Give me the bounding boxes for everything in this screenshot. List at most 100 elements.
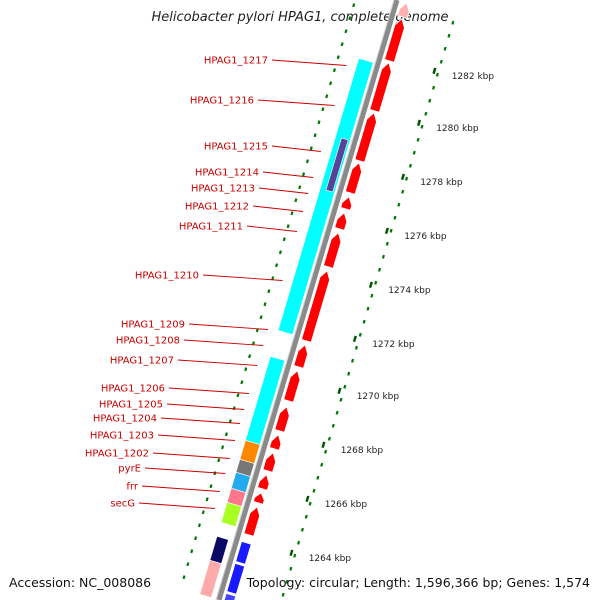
gene-label: HPAG1_1207 [110, 356, 174, 367]
outer-tick-dot [339, 397, 343, 402]
outer-tick-dot [401, 189, 405, 194]
inner-tick-dot [182, 575, 186, 580]
gene-label-group: HPAG1_1217 HPAG1_1216 HPAG1_1215 HPAG1_1214… [85, 56, 268, 510]
inner-tick-dot [329, 81, 333, 86]
inner-tick-dot [240, 380, 244, 385]
forward-cds-arrow [274, 406, 290, 433]
inner-tick-dot [259, 315, 263, 320]
inner-tick-dot [348, 16, 352, 21]
outer-tick-dot [331, 423, 335, 428]
gene-label: HPAG1_1214 [195, 168, 259, 179]
label-connector [177, 359, 258, 366]
inner-tick-dot [213, 471, 217, 476]
accession-text: Accession: NC_008086 [9, 575, 152, 590]
outer-tick-dot [358, 332, 362, 337]
reverse-other-cds [199, 559, 222, 599]
inner-tick-dot [313, 133, 317, 138]
major-tick [384, 227, 389, 235]
inner-tick-dot [205, 497, 209, 502]
outer-tick-dot [370, 293, 374, 298]
outer-tick-dot [439, 59, 443, 64]
outer-tick-dot [308, 501, 312, 506]
inner-tick-dot [317, 120, 321, 125]
outer-tick-dot [312, 488, 316, 493]
kbp-label: 1270 kbp [357, 392, 400, 402]
gene-label: HPAG1_1205 [99, 400, 163, 411]
inner-tick-dot [209, 484, 213, 489]
outer-tick-dot [354, 345, 358, 350]
backbone-line [216, 0, 400, 600]
outer-tick-dot [432, 85, 436, 90]
reverse-cds-block [325, 137, 349, 193]
inner-tick-dot [244, 367, 248, 372]
forward-cds-arrow [340, 196, 353, 211]
outer-tick-dot [451, 20, 455, 25]
inner-tick-ring [182, 3, 356, 580]
label-connector [166, 403, 245, 410]
gene-label: HPAG1_1215 [204, 142, 268, 153]
forward-cds-arrow [262, 452, 277, 473]
label-connector [246, 225, 298, 232]
inner-tick-dot [236, 393, 240, 398]
outer-tick-dot [397, 202, 401, 207]
label-connector [271, 59, 347, 66]
outer-tick-dot [351, 358, 355, 363]
kbp-label: 1272 kbp [372, 340, 415, 350]
forward-cds-arrow [253, 492, 265, 505]
major-tick [289, 549, 294, 557]
inner-tick-dot [217, 458, 221, 463]
inner-tick-dot [332, 68, 336, 73]
inner-tick-dot [290, 211, 294, 216]
inner-tick-dot [294, 198, 298, 203]
major-tick [400, 173, 406, 181]
major-tick [432, 67, 437, 75]
forward-other-cds [235, 540, 252, 565]
inner-tick-dot [186, 562, 190, 567]
inner-tick-dot [352, 3, 356, 8]
major-tick [321, 441, 326, 449]
gene-label: HPAG1_1217 [204, 56, 268, 67]
label-connector [168, 387, 250, 394]
inner-tick-dot [190, 549, 194, 554]
inner-tick-dot [309, 146, 313, 151]
label-connector [160, 417, 241, 424]
label-connectors [138, 59, 347, 509]
forward-cds-arrow [293, 344, 309, 369]
outer-tick-dot [281, 592, 285, 597]
label-connector [144, 467, 226, 474]
outer-tick-dot [347, 371, 351, 376]
forward-cds-arrow [344, 162, 363, 195]
inner-tick-dot [298, 185, 302, 190]
outer-tick-dot [327, 436, 331, 441]
gene-label: pyrE [118, 464, 141, 475]
gene-label: HPAG1_1210 [135, 271, 199, 282]
outer-tick-dot [378, 267, 382, 272]
inner-tick-dot [221, 445, 225, 450]
reverse-other-cds [209, 535, 229, 565]
forward-cds-arrow [397, 2, 410, 19]
genome-summary-text: Topology: circular; Length: 1,596,366 bp… [246, 575, 590, 590]
major-tick [305, 495, 310, 503]
label-connector [152, 452, 230, 459]
label-connector [183, 339, 264, 346]
forward-cds-arrow [354, 112, 377, 163]
outer-tick-dot [320, 462, 324, 467]
label-connector [141, 485, 220, 492]
inner-tick-dot [275, 263, 279, 268]
outer-tick-dot [385, 241, 389, 246]
inner-tick-dot [201, 510, 205, 515]
outer-tick-dot [412, 150, 416, 155]
inner-tick-dot [194, 536, 198, 541]
outer-tick-dot [343, 384, 347, 389]
reverse-strand-track [199, 57, 374, 599]
outer-tick-dot [405, 176, 409, 181]
kbp-label: 1264 kbp [309, 554, 352, 564]
kbp-label: 1266 kbp [325, 500, 368, 510]
gene-label: secG [110, 499, 135, 510]
inner-tick-dot [224, 432, 228, 437]
major-tick [337, 387, 342, 395]
inner-tick-dot [344, 29, 348, 34]
forward-cds-arrow [257, 474, 270, 491]
outer-tick-dot [381, 254, 385, 259]
